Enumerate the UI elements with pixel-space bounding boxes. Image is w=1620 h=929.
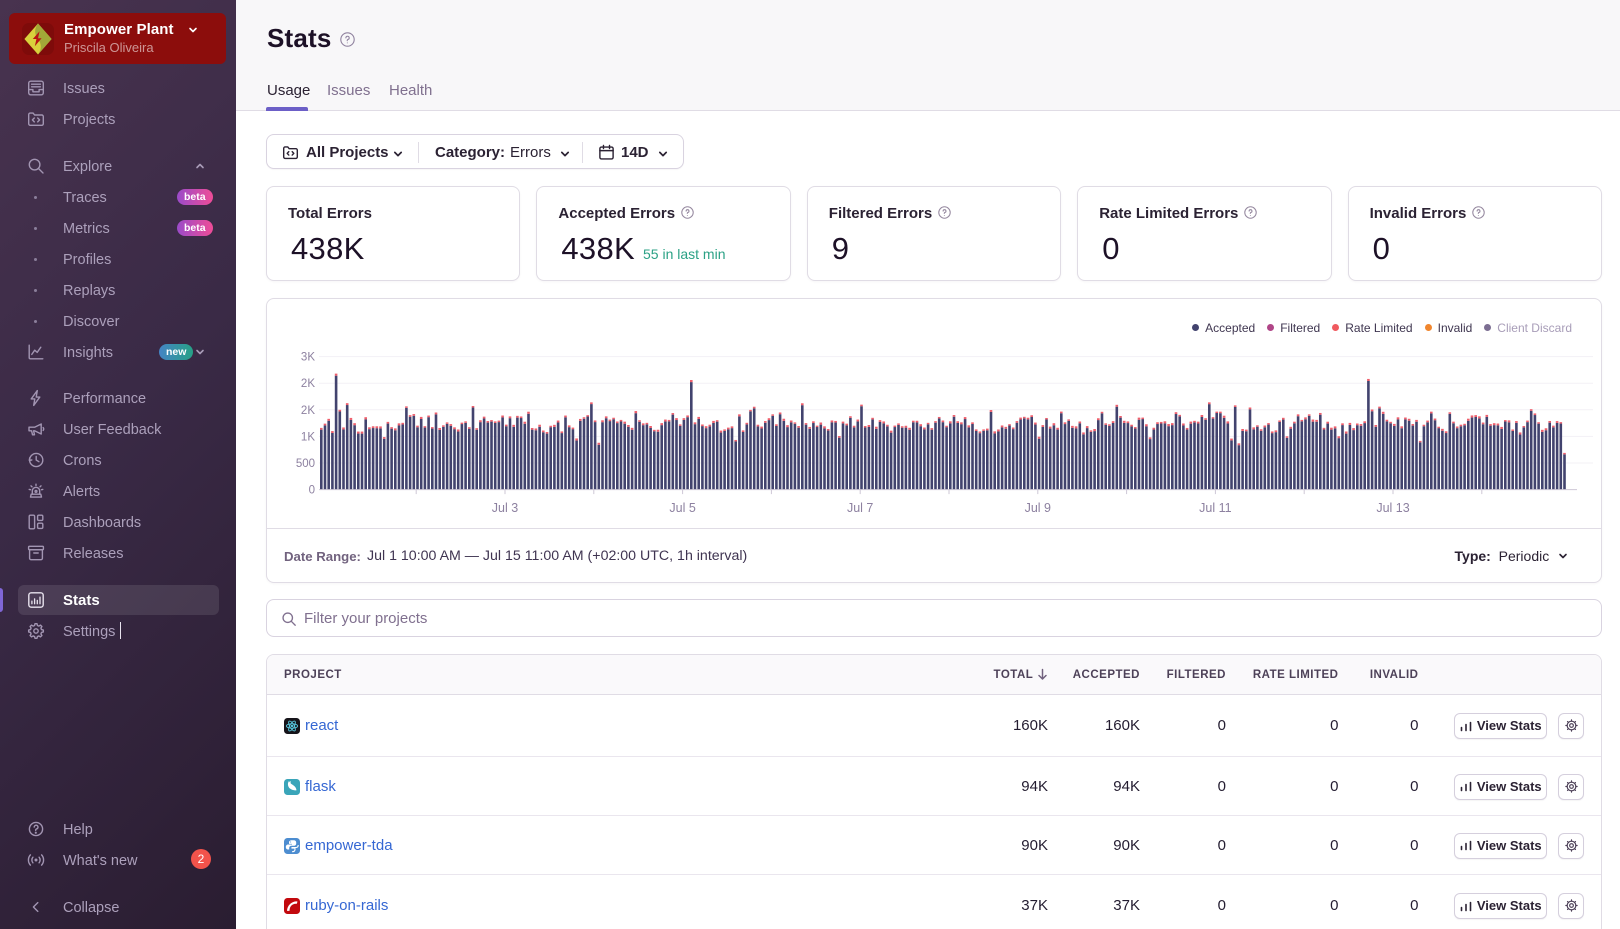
svg-text:1K: 1K [301,431,315,443]
svg-text:Jul 13: Jul 13 [1376,501,1409,515]
svg-text:Jul 3: Jul 3 [492,501,518,515]
svg-text:Jul 7: Jul 7 [847,501,873,515]
svg-text:500: 500 [296,458,315,470]
svg-text:3K: 3K [301,352,315,364]
svg-text:Jul 9: Jul 9 [1025,501,1051,515]
svg-text:Jul 5: Jul 5 [669,501,695,515]
svg-text:2K: 2K [301,405,315,417]
svg-text:2K: 2K [301,378,315,390]
svg-text:0: 0 [309,485,315,497]
svg-text:Jul 11: Jul 11 [1199,501,1231,515]
